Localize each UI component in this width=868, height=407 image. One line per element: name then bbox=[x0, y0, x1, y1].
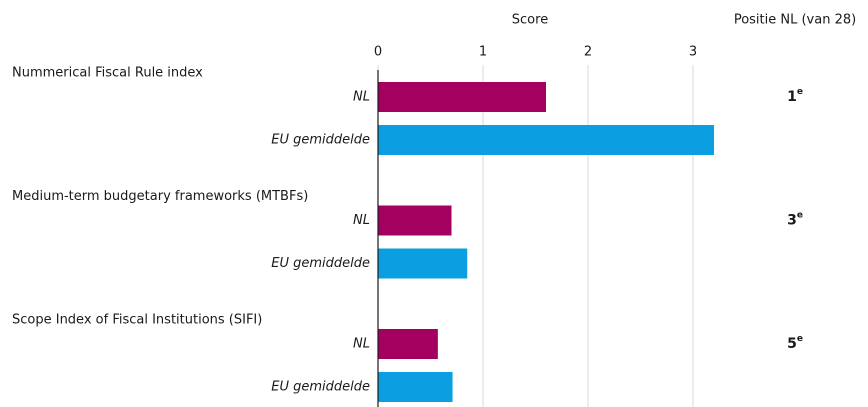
category-label: Nummerical Fiscal Rule index bbox=[12, 66, 203, 81]
series-label: NL bbox=[353, 337, 370, 352]
rank-value: 1 bbox=[787, 89, 797, 105]
bar bbox=[378, 248, 468, 279]
x-tick-label: 0 bbox=[374, 45, 382, 60]
rank: 5e bbox=[787, 334, 803, 353]
bar bbox=[378, 372, 453, 402]
series-label: NL bbox=[353, 213, 370, 228]
rank: 1e bbox=[787, 87, 803, 106]
category-label: Medium-term budgetary frameworks (MTBFs) bbox=[12, 189, 308, 204]
x-tick-label: 3 bbox=[689, 45, 697, 60]
rank-value: 5 bbox=[787, 336, 797, 352]
x-axis-title: Score bbox=[512, 13, 548, 28]
bar bbox=[378, 125, 714, 155]
series-label: NL bbox=[353, 90, 370, 105]
rank-suffix: e bbox=[797, 210, 803, 220]
x-tick-label: 2 bbox=[584, 45, 592, 60]
rank-title: Positie NL (van 28) bbox=[734, 13, 856, 28]
rank: 3e bbox=[787, 210, 803, 229]
series-label: EU gemiddelde bbox=[271, 133, 370, 148]
rank-suffix: e bbox=[797, 87, 803, 97]
series-label: EU gemiddelde bbox=[271, 256, 370, 271]
bar bbox=[378, 329, 438, 359]
rank-value: 3 bbox=[787, 213, 797, 229]
bar bbox=[378, 205, 452, 236]
bar bbox=[378, 82, 546, 112]
category-label: Scope Index of Fiscal Institutions (SIFI… bbox=[12, 313, 262, 328]
rank-suffix: e bbox=[797, 334, 803, 344]
series-label: EU gemiddelde bbox=[271, 380, 370, 395]
x-tick-label: 1 bbox=[479, 45, 487, 60]
